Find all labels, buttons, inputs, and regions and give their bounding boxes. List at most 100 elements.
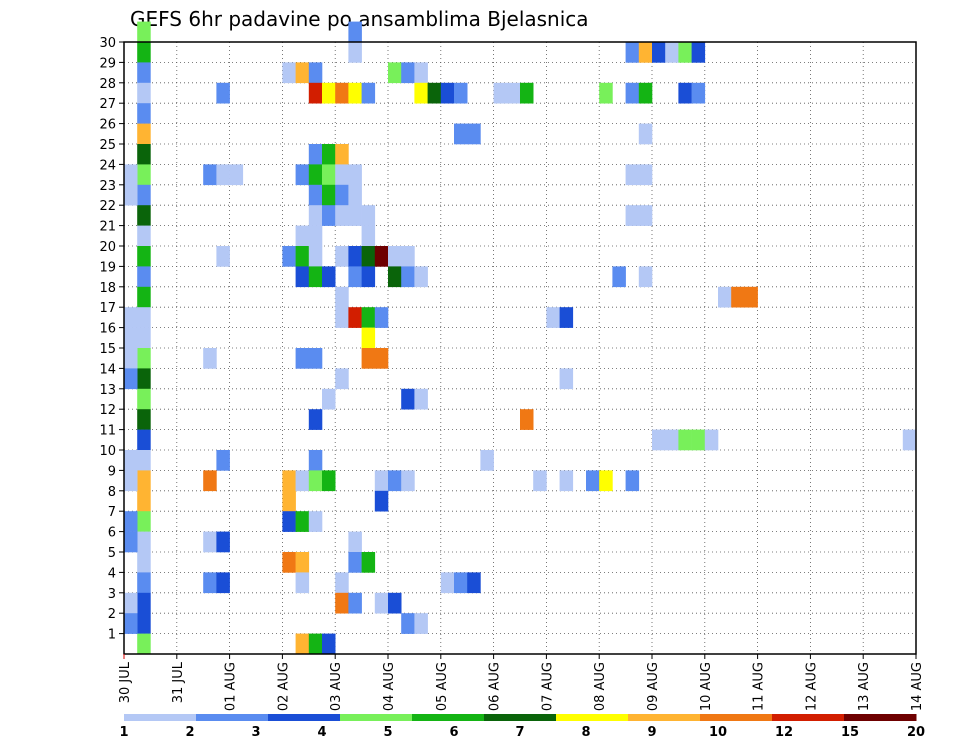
heatmap-cell xyxy=(322,82,336,104)
colorbar-label: 8 xyxy=(581,725,590,740)
heatmap-cell xyxy=(322,205,336,226)
heatmap-cell xyxy=(137,286,151,308)
heatmap-cell xyxy=(124,450,138,471)
heatmap-cell xyxy=(440,82,455,104)
heatmap-cell xyxy=(322,144,336,165)
colorbar-swatch xyxy=(124,714,197,721)
heatmap-cell xyxy=(665,429,679,451)
heatmap-cell xyxy=(638,164,653,186)
colorbar-label: 4 xyxy=(317,725,326,740)
heatmap-cell xyxy=(295,470,310,492)
heatmap-cell xyxy=(216,246,230,267)
heatmap-cell xyxy=(203,470,217,492)
heatmap-cell xyxy=(124,164,138,186)
heatmap-cell xyxy=(388,592,402,614)
heatmap-cell xyxy=(137,307,151,328)
colorbar-label: 3 xyxy=(251,725,260,740)
heatmap-cell xyxy=(361,552,376,573)
heatmap-cell xyxy=(124,511,138,532)
heatmap-cell xyxy=(625,164,640,186)
heatmap-cell xyxy=(137,511,151,532)
heatmap-cell xyxy=(203,531,217,553)
heatmap-cell xyxy=(440,572,455,594)
heatmap-cell xyxy=(361,307,376,328)
grid-lines xyxy=(123,41,917,654)
heatmap-cell xyxy=(559,470,574,492)
heatmap-cell xyxy=(335,286,349,308)
heatmap-cell xyxy=(401,613,415,634)
colorbar-label: 6 xyxy=(449,725,458,740)
heatmap-cell xyxy=(388,246,402,267)
heatmap-cell xyxy=(124,348,138,369)
heatmap-cell xyxy=(374,246,389,267)
heatmap-cell xyxy=(520,409,534,430)
heatmap-cell xyxy=(203,348,217,369)
heatmap-cell xyxy=(388,266,402,288)
heatmap-cell xyxy=(335,592,349,614)
heatmap-cell xyxy=(691,82,706,104)
y-tick-label: 14 xyxy=(99,362,116,377)
heatmap-cell xyxy=(374,348,389,369)
heatmap-cell xyxy=(124,592,138,614)
heatmap-cell xyxy=(203,572,217,594)
heatmap-cell xyxy=(401,266,415,288)
colorbar-label: 12 xyxy=(775,725,793,740)
heatmap-cell xyxy=(414,82,428,104)
heatmap-cell xyxy=(414,388,428,410)
heatmap-cell xyxy=(295,348,310,369)
colorbar-label: 10 xyxy=(709,725,727,740)
heatmap-cell xyxy=(308,144,323,165)
colorbar-swatch xyxy=(772,714,845,721)
heatmap-cell xyxy=(295,62,310,84)
heatmap-cell xyxy=(137,62,151,84)
x-tick-label: 05 AUG xyxy=(435,662,450,711)
heatmap-cell xyxy=(546,307,560,328)
x-tick-label: 11 AUG xyxy=(752,662,767,711)
heatmap-cell xyxy=(137,225,151,247)
heatmap-cell xyxy=(625,205,640,226)
heatmap-cell xyxy=(467,572,481,594)
heatmap-cell xyxy=(427,82,442,104)
heatmap-cell xyxy=(295,164,310,186)
heatmap-cell xyxy=(401,246,415,267)
heatmap-cell xyxy=(137,348,151,369)
heatmap-cell xyxy=(308,184,323,206)
heatmap-cell xyxy=(203,164,217,186)
heatmap-cell xyxy=(322,470,336,492)
y-tick-label: 19 xyxy=(99,260,116,275)
heatmap-cell xyxy=(308,246,323,267)
heatmap-cell xyxy=(216,572,230,594)
heatmap-cell xyxy=(124,184,138,206)
heatmap-cell xyxy=(295,552,310,573)
heatmap-cell xyxy=(137,123,151,145)
heatmap-cell xyxy=(137,144,151,165)
heatmap-cell xyxy=(348,246,362,267)
heatmap-cell xyxy=(599,470,613,492)
heatmap-cell xyxy=(348,164,362,186)
y-tick-label: 27 xyxy=(99,97,116,112)
heatmap-cell xyxy=(308,205,323,226)
heatmap-cell xyxy=(229,164,244,186)
x-tick-label: 07 AUG xyxy=(540,662,555,711)
heatmap-cell xyxy=(691,42,706,63)
y-tick-label: 22 xyxy=(99,199,116,214)
heatmap-cell xyxy=(282,470,296,492)
heatmap-cell xyxy=(586,470,600,492)
y-tick-label: 12 xyxy=(99,403,116,418)
heatmap-cell xyxy=(216,531,230,553)
y-tick-label: 26 xyxy=(99,118,116,133)
y-tick-label: 6 xyxy=(108,526,116,541)
heatmap-cell xyxy=(678,82,692,104)
heatmap-cell xyxy=(335,307,349,328)
colorbar-swatch xyxy=(484,714,557,721)
heatmap-cell xyxy=(124,368,138,390)
heatmap-cell xyxy=(335,246,349,267)
x-tick-label: 08 AUG xyxy=(593,662,608,711)
y-tick-label: 28 xyxy=(99,77,116,92)
heatmap-cell xyxy=(137,429,151,451)
heatmap-cell xyxy=(335,82,349,104)
heatmap-cell xyxy=(137,470,151,492)
heatmap-cell xyxy=(374,592,389,614)
heatmap-cell xyxy=(361,225,376,247)
heatmap-cell xyxy=(638,42,653,63)
